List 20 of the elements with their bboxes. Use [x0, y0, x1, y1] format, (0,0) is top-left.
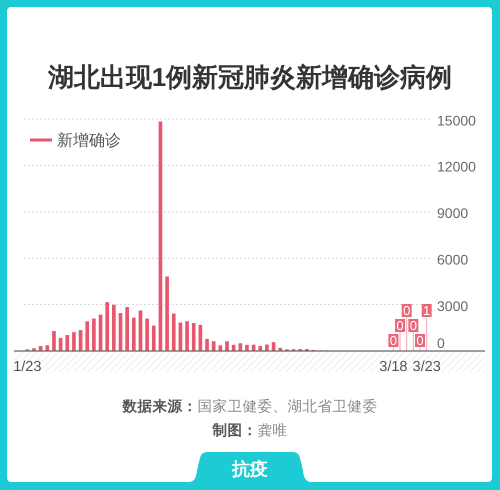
data-label: 1 [423, 302, 430, 318]
source-note: 数据来源：国家卫健委、湖北省卫健委 [122, 398, 378, 415]
x-tick-label: 3/18 [379, 359, 408, 375]
data-label: 0 [396, 318, 404, 333]
legend-label: 新增确诊 [57, 132, 121, 150]
y-tick-label: 9000 [437, 205, 468, 222]
data-label: 0 [390, 332, 398, 348]
y-tick-label: 6000 [437, 252, 468, 268]
chart-title: 湖北出现1例新冠肺炎新增确诊病例 [46, 62, 452, 92]
x-tick-label: 1/23 [13, 359, 42, 375]
text: 抗疫 [231, 459, 268, 479]
y-tick-label: 0 [437, 335, 445, 351]
text: 制图：龚唯 [212, 422, 288, 439]
data-label: 0 [410, 318, 417, 333]
y-tick-label: 15000 [437, 112, 476, 128]
data-label: 0 [403, 302, 410, 318]
y-tick-label: 3000 [437, 298, 468, 314]
x-tick-label: 3/23 [412, 359, 441, 375]
y-tick-label: 12000 [437, 158, 476, 175]
data-label: 0 [416, 332, 424, 348]
